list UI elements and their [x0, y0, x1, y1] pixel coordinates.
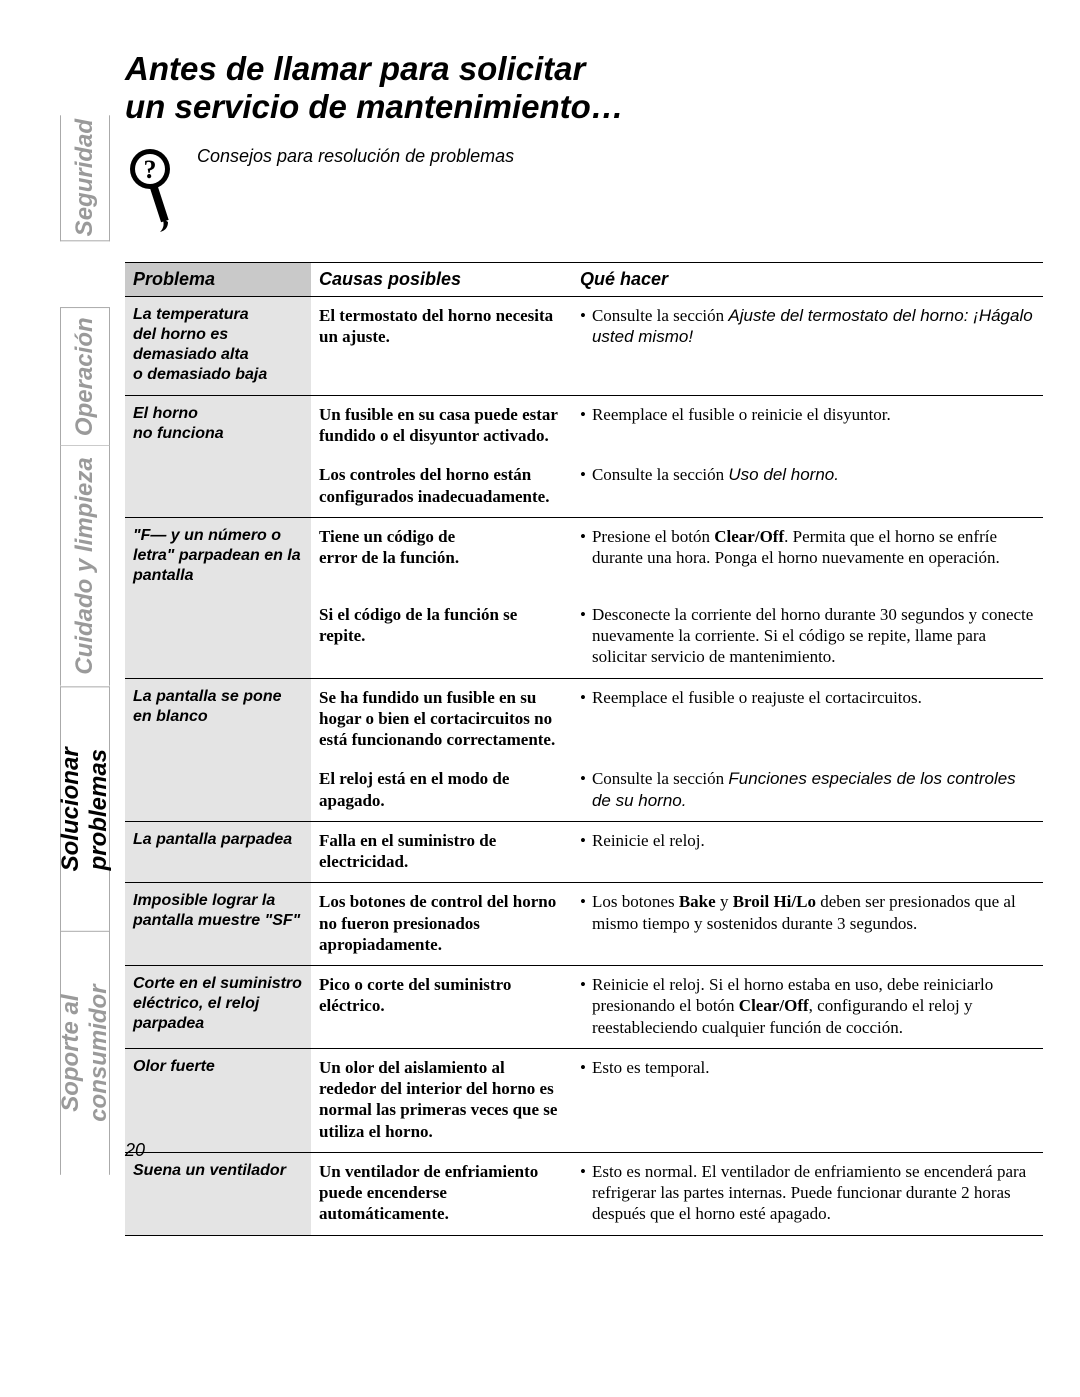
cell-problema: Olor fuerte [125, 1048, 311, 1152]
cell-que-hacer: •Reinicie el reloj. [572, 821, 1043, 883]
table-row: Suena un ventiladorUn ventilador de enfr… [125, 1152, 1043, 1235]
side-tabs: Seguridad Operación Cuidado y limpieza S… [60, 115, 110, 1175]
cell-problema: Suena un ventilador [125, 1152, 311, 1235]
cell-causa: Falla en el suministro de electricidad. [311, 821, 572, 883]
tip-text: Consejos para resolución de problemas [197, 144, 514, 167]
table-row: "F— y un número o letra" parpadean en la… [125, 517, 1043, 596]
tab-solucionar[interactable]: Solucionar problemas [60, 686, 110, 931]
cell-causa: Se ha fundido un fusible en su hogar o b… [311, 678, 572, 760]
cell-problema: "F— y un número o letra" parpadean en la… [125, 517, 311, 596]
cell-que-hacer: •Esto es temporal. [572, 1048, 1043, 1152]
cell-causa: Un fusible en su casa puede estar fundid… [311, 395, 572, 456]
table-row: Los controles del horno están configurad… [125, 456, 1043, 517]
cell-causa: El termostato del horno necesita un ajus… [311, 296, 572, 395]
cell-problema: Imposible lograr la pantalla muestre "SF… [125, 883, 311, 966]
cell-que-hacer: •Los botones Bake y Broil Hi/Lo deben se… [572, 883, 1043, 966]
table-row: El reloj está en el modo de apagado.•Con… [125, 760, 1043, 821]
cell-problema: La temperaturadel horno esdemasiado alta… [125, 296, 311, 395]
table-body: La temperaturadel horno esdemasiado alta… [125, 296, 1043, 1235]
cell-problema [125, 760, 311, 821]
cell-problema: Corte en el suministro eléctrico, el rel… [125, 966, 311, 1049]
tab-cuidado[interactable]: Cuidado y limpieza [60, 446, 110, 686]
cell-que-hacer: •Consulte la sección Ajuste del termosta… [572, 296, 1043, 395]
tab-soporte[interactable]: Soporte al consumidor [60, 931, 110, 1175]
cell-causa: Un olor del aislamiento al rededor del i… [311, 1048, 572, 1152]
tip-row: ? Consejos para resolución de problemas [125, 144, 1005, 234]
cell-que-hacer: •Reinicie el reloj. Si el horno estaba e… [572, 966, 1043, 1049]
cell-causa: Los controles del horno están configurad… [311, 456, 572, 517]
heading-line2: un servicio de mantenimiento… [125, 88, 624, 125]
cell-problema: La pantalla parpadea [125, 821, 311, 883]
heading-line1: Antes de llamar para solicitar [125, 50, 585, 87]
svg-text:?: ? [144, 155, 157, 184]
cell-causa: Los botones de control del horno no fuer… [311, 883, 572, 966]
page-content: Antes de llamar para solicitar un servic… [125, 50, 1005, 1236]
cell-causa: Pico o corte del suministro eléctrico. [311, 966, 572, 1049]
col-header-que-hacer: Qué hacer [572, 262, 1043, 296]
cell-causa: Tiene un código deerror de la función. [311, 517, 572, 596]
table-row: La temperaturadel horno esdemasiado alta… [125, 296, 1043, 395]
cell-causa: Un ventilador de enfriamiento puede ence… [311, 1152, 572, 1235]
cell-problema [125, 456, 311, 517]
cell-que-hacer: •Presione el botón Clear/Off. Permita qu… [572, 517, 1043, 596]
table-row: Corte en el suministro eléctrico, el rel… [125, 966, 1043, 1049]
magnifier-icon: ? [125, 144, 185, 234]
cell-problema: El hornono funciona [125, 395, 311, 456]
cell-problema [125, 596, 311, 678]
table-row: La pantalla parpadeaFalla en el suminist… [125, 821, 1043, 883]
cell-causa: El reloj está en el modo de apagado. [311, 760, 572, 821]
table-row: La pantalla se pone en blancoSe ha fundi… [125, 678, 1043, 760]
cell-que-hacer: •Desconecte la corriente del horno duran… [572, 596, 1043, 678]
table-row: El hornono funcionaUn fusible en su casa… [125, 395, 1043, 456]
table-row: Olor fuerteUn olor del aislamiento al re… [125, 1048, 1043, 1152]
table-row: Imposible lograr la pantalla muestre "SF… [125, 883, 1043, 966]
troubleshoot-table: Problema Causas posibles Qué hacer La te… [125, 262, 1043, 1236]
cell-causa: Si el código de la función se repite. [311, 596, 572, 678]
cell-que-hacer: •Consulte la sección Uso del horno. [572, 456, 1043, 517]
cell-que-hacer: •Esto es normal. El ventilador de enfria… [572, 1152, 1043, 1235]
page-number: 20 [125, 1140, 145, 1161]
cell-problema: La pantalla se pone en blanco [125, 678, 311, 760]
table-row: Si el código de la función se repite.•De… [125, 596, 1043, 678]
cell-que-hacer: •Reemplace el fusible o reinicie el disy… [572, 395, 1043, 456]
tab-seguridad[interactable]: Seguridad [60, 115, 110, 241]
page-title: Antes de llamar para solicitar un servic… [125, 50, 1005, 126]
col-header-problema: Problema [125, 262, 311, 296]
col-header-causas: Causas posibles [311, 262, 572, 296]
cell-que-hacer: •Consulte la sección Funciones especiale… [572, 760, 1043, 821]
cell-que-hacer: •Reemplace el fusible o reajuste el cort… [572, 678, 1043, 760]
tab-operacion[interactable]: Operación [60, 307, 110, 446]
